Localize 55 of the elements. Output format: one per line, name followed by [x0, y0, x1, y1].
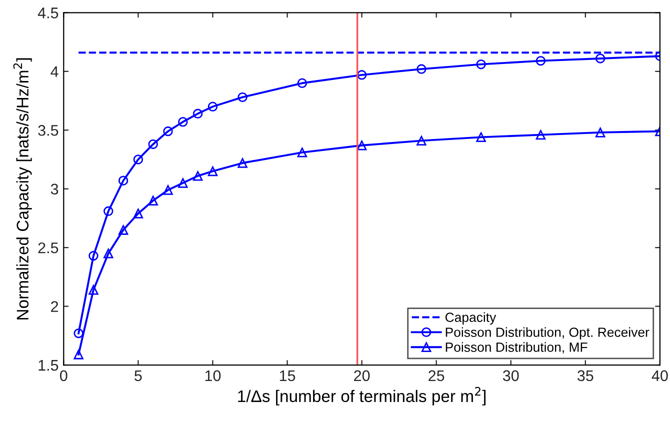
x-tick-label: 5 [134, 370, 142, 382]
point [536, 56, 546, 66]
point [88, 250, 98, 261]
point [178, 117, 188, 127]
legend-label: Poisson Distribution, MF [446, 342, 588, 354]
point [74, 350, 84, 360]
point [208, 102, 218, 112]
point [416, 136, 426, 146]
x-tick-label: 25 [428, 370, 444, 382]
point [297, 78, 308, 88]
point [163, 126, 173, 136]
point [104, 248, 114, 258]
point [238, 92, 248, 102]
legend-label: Poisson Distribution, Opt. Receiver [446, 327, 650, 340]
y-tick-label: 3 [50, 184, 58, 195]
y-tick-label: 1.5 [38, 360, 58, 371]
point [118, 225, 128, 235]
point [118, 176, 128, 186]
point [595, 54, 606, 64]
point [416, 64, 426, 74]
y-axis-title: Normalized Capacity [nats/s/Hz/m$^{2}$] [13, 58, 32, 320]
point [297, 148, 308, 158]
y-tick-label: 2.5 [38, 242, 58, 254]
x-tick-label: 20 [354, 370, 370, 382]
point [356, 140, 367, 150]
point [356, 70, 367, 80]
point [208, 166, 218, 176]
point [476, 59, 486, 70]
point [133, 154, 144, 164]
point [163, 185, 173, 195]
y-tick-label: 4 [50, 66, 58, 77]
point [104, 206, 114, 216]
point [133, 208, 144, 218]
x-tick-label: 35 [578, 370, 594, 382]
x-tick-label: 0 [60, 370, 68, 382]
point [192, 108, 203, 119]
point [74, 328, 84, 338]
point [178, 178, 188, 188]
y-tick-label: 4.5 [38, 8, 58, 18]
point [595, 128, 606, 138]
x-tick-label: 30 [502, 370, 519, 382]
y-tick-label: 3.5 [38, 124, 58, 136]
point [238, 158, 248, 168]
point [536, 130, 546, 140]
x-tick-label: 15 [280, 370, 296, 382]
point [88, 284, 98, 295]
point [148, 196, 158, 206]
point [192, 171, 203, 181]
x-axis-title: 1/Δs [number of terminals per m$^{2}$] [238, 386, 486, 406]
x-tick-label: 40 [652, 370, 668, 382]
point [476, 132, 486, 142]
legend-label: Capacity [445, 312, 496, 325]
x-tick-label: 10 [205, 370, 221, 382]
y-tick-label: 2 [51, 301, 58, 312]
point [148, 139, 158, 150]
